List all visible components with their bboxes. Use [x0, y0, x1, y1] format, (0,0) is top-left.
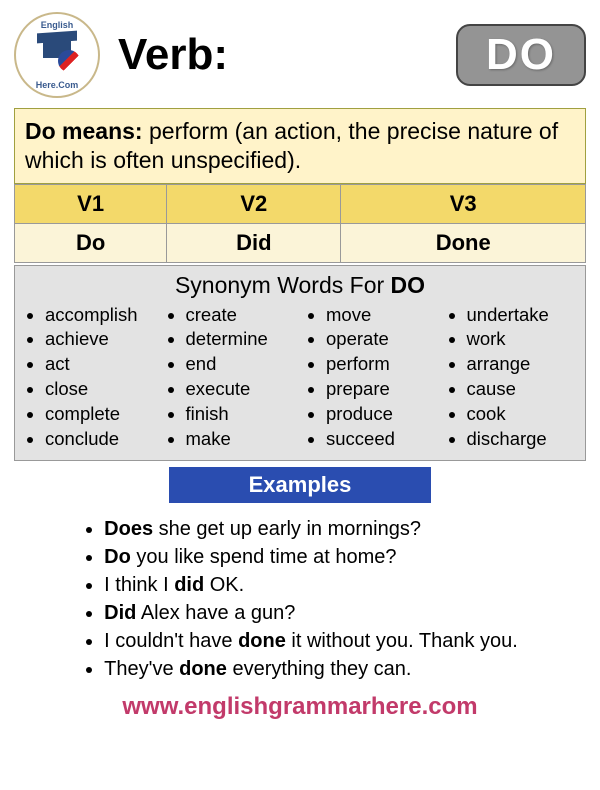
cell-v3: Done: [341, 223, 586, 262]
list-item: perform: [326, 352, 437, 377]
examples-label: Examples: [169, 467, 432, 503]
list-item: close: [45, 377, 156, 402]
uk-flag-icon: [58, 50, 80, 72]
list-item: cause: [467, 377, 578, 402]
synonyms-box: Synonym Words For DO accomplish achieve …: [14, 265, 586, 462]
list-item: produce: [326, 402, 437, 427]
col-v2-header: V2: [167, 184, 341, 223]
examples-section: Does she get up early in mornings?Do you…: [14, 503, 586, 683]
site-logo: English Here.Com: [14, 12, 100, 98]
list-item: arrange: [467, 352, 578, 377]
definition-box: Do means: perform (an action, the precis…: [14, 108, 586, 184]
list-item: discharge: [467, 427, 578, 452]
synonyms-columns: accomplish achieve act close complete co…: [23, 303, 577, 453]
list-item: accomplish: [45, 303, 156, 328]
synonyms-title-word: DO: [391, 272, 426, 298]
list-item: succeed: [326, 427, 437, 452]
synonyms-title: Synonym Words For DO: [23, 272, 577, 299]
list-item: determine: [186, 327, 297, 352]
syn-col-1: accomplish achieve act close complete co…: [23, 303, 156, 453]
examples-label-wrap: Examples: [14, 467, 586, 503]
list-item: prepare: [326, 377, 437, 402]
table-row: Do Did Done: [15, 223, 586, 262]
syn-col-2: create determine end execute finish make: [164, 303, 297, 453]
header: English Here.Com Verb: DO: [14, 12, 586, 98]
list-item: cook: [467, 402, 578, 427]
definition-lead: Do: [25, 118, 56, 144]
example-item: They've done everything they can.: [104, 655, 518, 683]
footer-url: www.englishgrammarhere.com: [14, 693, 586, 721]
table-header-row: V1 V2 V3: [15, 184, 586, 223]
list-item: execute: [186, 377, 297, 402]
definition-means: means:: [56, 118, 149, 144]
examples-list: Does she get up early in mornings?Do you…: [82, 515, 518, 683]
list-item: undertake: [467, 303, 578, 328]
verb-label: Verb:: [118, 30, 438, 80]
list-item: create: [186, 303, 297, 328]
col-v3-header: V3: [341, 184, 586, 223]
example-item: Does she get up early in mornings?: [104, 515, 518, 543]
list-item: make: [186, 427, 297, 452]
list-item: complete: [45, 402, 156, 427]
cell-v2: Did: [167, 223, 341, 262]
example-item: I think I did OK.: [104, 571, 518, 599]
verb-badge: DO: [456, 24, 586, 86]
list-item: end: [186, 352, 297, 377]
example-item: Did Alex have a gun?: [104, 599, 518, 627]
logo-text-top: English: [41, 20, 74, 30]
syn-col-4: undertake work arrange cause cook discha…: [445, 303, 578, 453]
col-v1-header: V1: [15, 184, 167, 223]
cell-v1: Do: [15, 223, 167, 262]
logo-text-bottom: Here.Com: [36, 80, 79, 90]
syn-col-3: move operate perform prepare produce suc…: [304, 303, 437, 453]
verb-forms-table: V1 V2 V3 Do Did Done: [14, 184, 586, 263]
list-item: conclude: [45, 427, 156, 452]
list-item: finish: [186, 402, 297, 427]
list-item: move: [326, 303, 437, 328]
list-item: achieve: [45, 327, 156, 352]
example-item: I couldn't have done it without you. Tha…: [104, 627, 518, 655]
example-item: Do you like spend time at home?: [104, 543, 518, 571]
synonyms-title-prefix: Synonym Words For: [175, 272, 391, 298]
list-item: act: [45, 352, 156, 377]
list-item: operate: [326, 327, 437, 352]
list-item: work: [467, 327, 578, 352]
